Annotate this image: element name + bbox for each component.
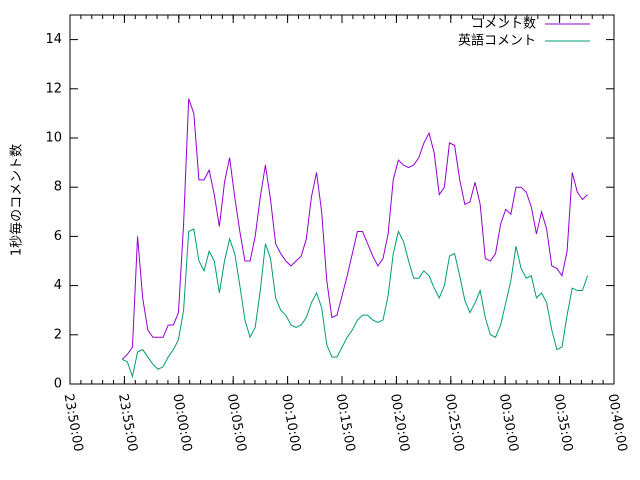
series-line (122, 228, 589, 379)
series-line (121, 98, 588, 360)
y-tick-label: 2 (54, 327, 62, 342)
y-axis-label: 1秒毎のコメント数 (9, 144, 25, 256)
x-tick-label: 00:05:00 (224, 393, 249, 453)
x-tick-label: 00:35:00 (550, 393, 575, 453)
y-tick-label: 8 (54, 180, 62, 195)
y-tick-label: 6 (54, 229, 62, 244)
x-tick-label: 00:00:00 (169, 393, 194, 453)
y-tick-label: 0 (54, 377, 62, 392)
y-tick-label: 4 (54, 278, 62, 293)
plot-border (69, 14, 615, 385)
x-tick-label: 00:30:00 (496, 393, 521, 453)
x-tick-label: 00:20:00 (387, 393, 412, 453)
x-tick-label: 23:55:00 (115, 393, 140, 453)
x-tick-label: 00:15:00 (333, 393, 358, 453)
y-tick-label: 14 (45, 32, 62, 47)
legend-label: 英語コメント (458, 33, 536, 49)
y-tick-label: 12 (45, 81, 62, 96)
x-tick-label: 23:50:00 (61, 393, 86, 453)
x-tick-label: 00:10:00 (278, 393, 303, 453)
x-tick-label: 00:40:00 (605, 393, 630, 453)
legend-label: コメント数 (471, 17, 536, 32)
x-tick-label: 00:25:00 (441, 393, 466, 453)
y-tick-label: 10 (45, 131, 62, 146)
